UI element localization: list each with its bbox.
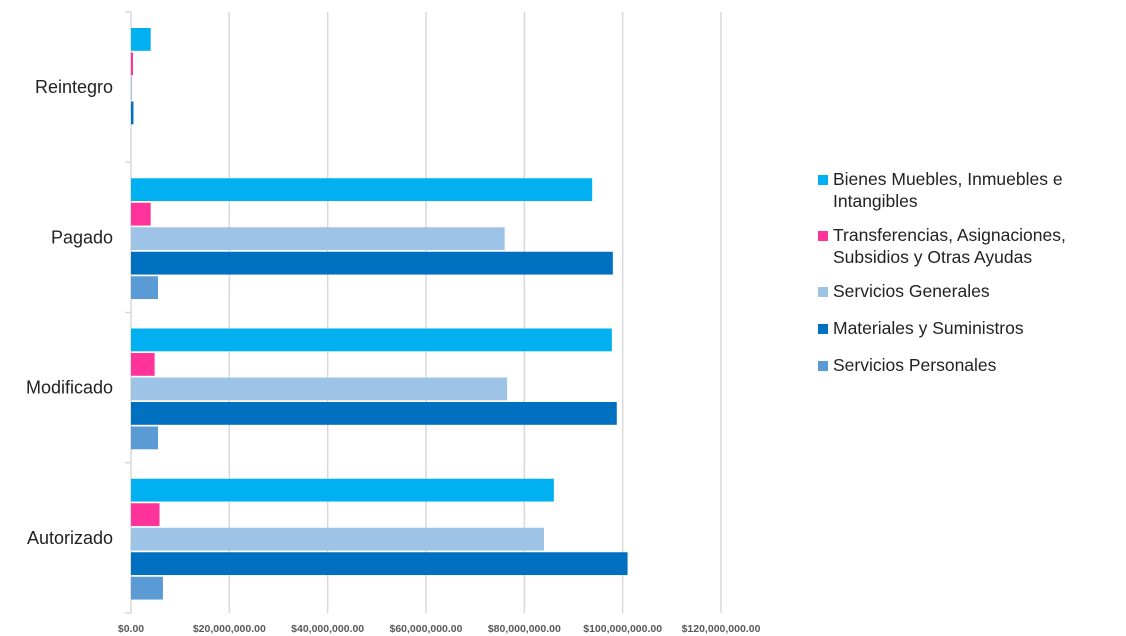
category-label: Autorizado bbox=[27, 528, 113, 548]
bar-chart: Autorizado Modificado Pagado Reintegro $0.0… bbox=[26, 11, 761, 635]
category-axis bbox=[125, 11, 132, 614]
x-tick-label: $80,000,000.00 bbox=[488, 623, 561, 635]
bar-modificado-series-3 bbox=[131, 353, 155, 376]
x-tick-labels: $0.00 $20,000,000.00 $40,000,000.00 $60,000… bbox=[118, 623, 761, 635]
legend-label: Servicios Generales bbox=[833, 281, 990, 301]
bar-modificado-series-1 bbox=[131, 402, 617, 425]
bar-autorizado-series-1 bbox=[131, 552, 628, 576]
bar-autorizado-series-3 bbox=[131, 503, 160, 527]
legend-item: Servicios Generales bbox=[818, 280, 1118, 302]
bar-reintegro-series-1 bbox=[131, 101, 134, 125]
legend-item: Transferencias, Asignaciones, Subsidios … bbox=[818, 224, 1118, 268]
bars bbox=[131, 28, 628, 600]
bar-autorizado-series-4 bbox=[131, 478, 554, 502]
legend-label: Transferencias, Asignaciones, Subsidios … bbox=[833, 225, 1066, 267]
bar-pagado-series-0 bbox=[131, 276, 159, 300]
bar-modificado-series-2 bbox=[131, 377, 508, 401]
bar-pagado-series-2 bbox=[131, 227, 505, 251]
bar-modificado-series-4 bbox=[131, 328, 612, 352]
legend-swatch bbox=[818, 324, 828, 334]
bar-autorizado-series-2 bbox=[131, 527, 544, 551]
legend-item: Servicios Personales bbox=[818, 354, 1118, 376]
x-tick-label: $40,000,000.00 bbox=[291, 623, 364, 635]
x-tick-label: $0.00 bbox=[118, 623, 144, 635]
bar-modificado-series-0 bbox=[131, 426, 159, 450]
legend-swatch bbox=[818, 361, 828, 371]
category-labels: Autorizado Modificado Pagado Reintegro bbox=[26, 77, 113, 548]
legend-item: Materiales y Suministros bbox=[818, 317, 1118, 339]
legend-item: Bienes Muebles, Inmuebles e Intangibles bbox=[818, 168, 1118, 212]
category-label: Pagado bbox=[51, 227, 113, 247]
x-tick-label: $100,000,000.00 bbox=[583, 623, 662, 635]
x-tick-label: $60,000,000.00 bbox=[390, 623, 463, 635]
legend-label: Materiales y Suministros bbox=[833, 318, 1024, 338]
x-tick-label: $20,000,000.00 bbox=[193, 623, 266, 635]
legend: Bienes Muebles, Inmuebles e Intangibles T… bbox=[818, 168, 1118, 376]
legend-label: Servicios Personales bbox=[833, 355, 997, 375]
legend-swatch bbox=[818, 287, 828, 297]
bar-reintegro-series-3 bbox=[131, 52, 133, 76]
legend-swatch bbox=[818, 175, 828, 185]
legend-swatch bbox=[818, 231, 828, 241]
x-tick-label: $120,000,000.00 bbox=[682, 623, 761, 635]
bar-pagado-series-4 bbox=[131, 178, 593, 202]
bar-reintegro-series-2 bbox=[131, 77, 132, 100]
bar-pagado-series-3 bbox=[131, 202, 151, 226]
bar-pagado-series-1 bbox=[131, 251, 613, 275]
category-label: Reintegro bbox=[35, 77, 113, 97]
bar-reintegro-series-4 bbox=[131, 28, 151, 51]
legend-label: Bienes Muebles, Inmuebles e Intangibles bbox=[833, 169, 1063, 211]
category-label: Modificado bbox=[26, 378, 113, 398]
grid-lines bbox=[228, 12, 722, 613]
bar-autorizado-series-0 bbox=[131, 576, 163, 600]
